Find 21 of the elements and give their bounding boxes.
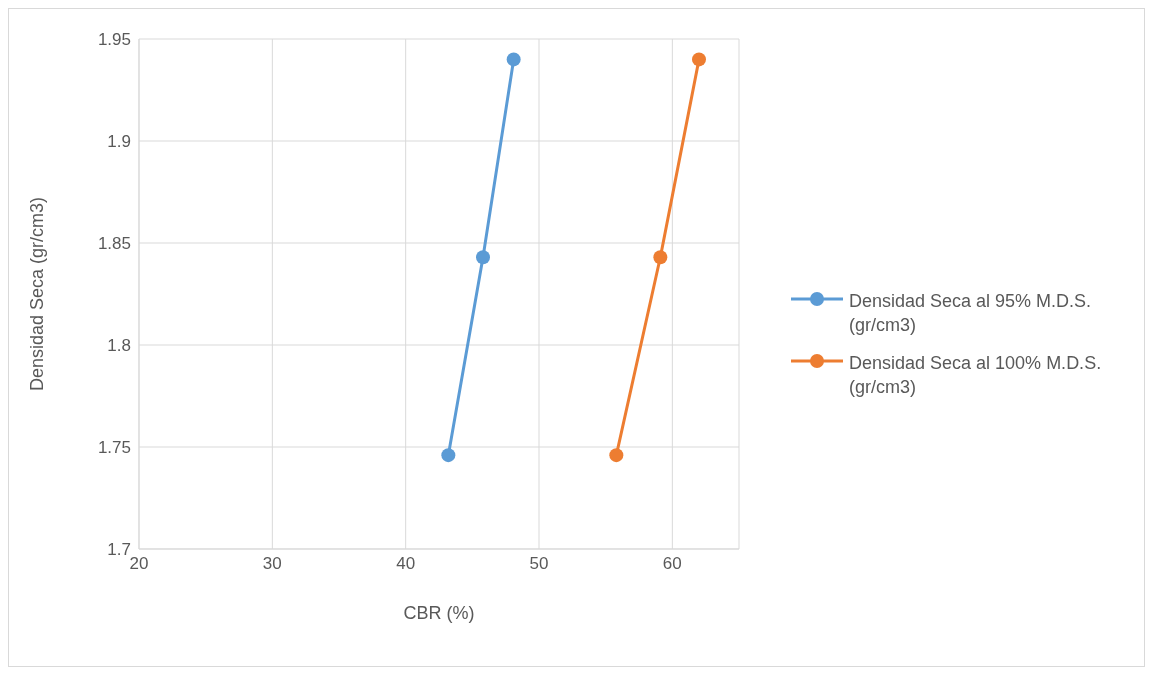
point (653, 250, 668, 265)
x-tick-label: 50 (529, 554, 549, 574)
x-tick-label: 40 (396, 554, 416, 574)
y-tick-label: 1.75 (97, 438, 131, 458)
point (609, 448, 624, 463)
y-axis-title: Densidad Seca (gr/cm3) (27, 196, 48, 392)
point (476, 250, 490, 265)
y-tick-label: 1.7 (107, 540, 131, 560)
y-tick-label: 1.85 (97, 234, 131, 254)
point (441, 448, 456, 463)
x-axis-title: CBR (%) (403, 603, 475, 623)
legend-label: Densidad Seca al 100% M.D.S. (gr/cm3) (849, 352, 1103, 399)
y-tick-label: 1.8 (107, 336, 131, 356)
point (692, 52, 706, 67)
y-tick-label: 1.95 (97, 30, 131, 50)
legend-label: Densidad Seca al 95% M.D.S. (gr/cm3) (849, 290, 1093, 337)
x-tick-label: 30 (262, 554, 282, 574)
x-tick-label: 20 (129, 554, 149, 574)
point (506, 52, 521, 67)
y-tick-label: 1.9 (107, 132, 131, 152)
x-tick-label: 60 (662, 554, 682, 574)
